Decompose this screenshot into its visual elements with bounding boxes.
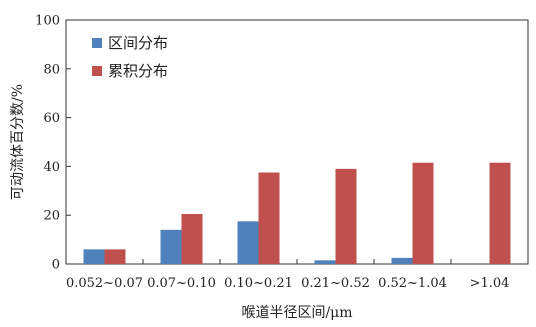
x-tick-label: 0.10~0.21	[224, 276, 293, 291]
y-axis-ticks: 0 20 40 60 80 100	[35, 14, 71, 273]
y-tick-label: 40	[43, 160, 60, 175]
y-tick-label: 0	[52, 258, 60, 273]
x-tick-label: 0.52~1.04	[378, 276, 447, 291]
bar-interval	[237, 221, 259, 264]
bar-interval	[314, 260, 336, 264]
y-tick-label: 20	[43, 209, 60, 224]
x-axis-title: 喉道半径区间/μm	[241, 305, 352, 321]
bar-interval	[160, 229, 182, 264]
x-axis-ticks: 0.052~0.07 0.07~0.10 0.10~0.21 0.21~0.52 0.5…	[66, 259, 509, 291]
y-tick-label: 60	[43, 111, 60, 126]
y-tick-label: 100	[35, 14, 60, 29]
bar-interval	[83, 249, 105, 264]
x-tick-label: 0.21~0.52	[301, 276, 370, 291]
bar-cumulative	[181, 213, 203, 264]
legend-swatch	[92, 38, 102, 48]
bar-cumulative	[489, 162, 511, 264]
bar-cumulative	[258, 172, 280, 264]
legend-swatch	[92, 66, 102, 76]
bar-cumulative	[335, 168, 357, 264]
bars	[83, 162, 511, 264]
bar-interval	[391, 257, 413, 264]
legend-label: 累积分布	[108, 62, 168, 80]
plot-border	[65, 19, 529, 265]
bar-cumulative	[104, 249, 126, 264]
legend-label: 区间分布	[108, 34, 168, 52]
x-tick-label: >1.04	[470, 276, 510, 291]
bar-cumulative	[412, 162, 434, 264]
y-axis-title: 可动流体百分数/%	[10, 84, 26, 200]
plot-frame	[65, 19, 529, 265]
x-tick-label: 0.052~0.07	[66, 276, 143, 291]
x-tick-label: 0.07~0.10	[147, 276, 216, 291]
y-tick-label: 80	[43, 62, 60, 77]
